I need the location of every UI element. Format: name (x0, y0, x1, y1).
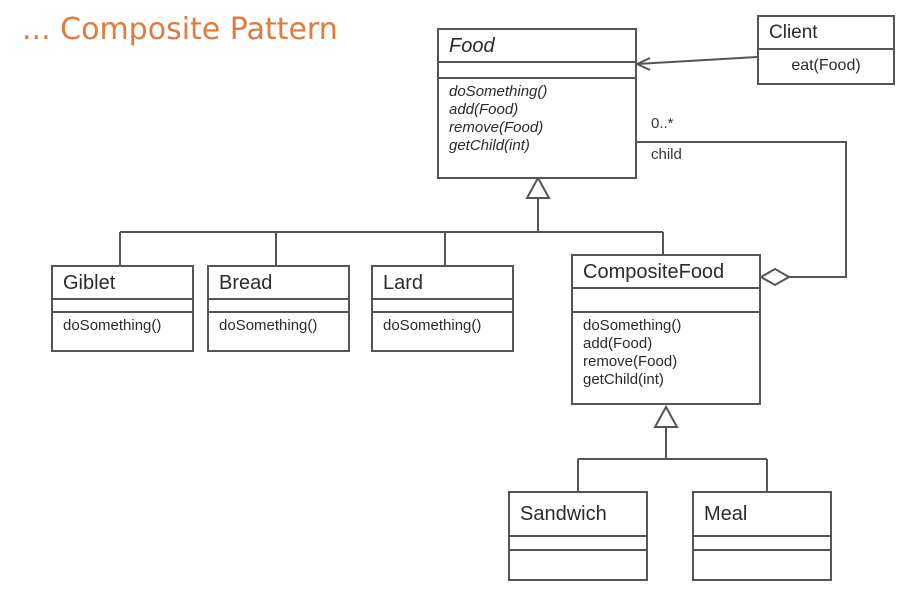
food-generalization-triangle (525, 175, 551, 199)
class-name: Food (439, 30, 635, 63)
attributes-compartment (694, 537, 830, 551)
operation: doSomething() (583, 317, 682, 334)
operation: add(Food) (583, 335, 653, 352)
class-composite-food: CompositeFood doSomething() add(Food) re… (571, 254, 761, 405)
operations-compartment: doSomething() (53, 313, 192, 350)
attributes-compartment (439, 63, 635, 79)
operation: doSomething() (383, 317, 482, 334)
operation: eat(Food) (791, 57, 861, 74)
class-client: Client eat(Food) (757, 15, 895, 85)
attributes-compartment (373, 300, 512, 313)
class-sandwich: Sandwich (508, 491, 648, 581)
operations-compartment (694, 551, 830, 579)
operation: getChild(int) (583, 371, 664, 388)
client-food-link (636, 56, 758, 65)
attributes-compartment (510, 537, 646, 551)
operations-compartment: doSomething() (373, 313, 512, 350)
class-name: Bread (209, 267, 348, 300)
class-name: CompositeFood (573, 256, 759, 289)
operation: doSomething() (449, 83, 548, 100)
class-bread: Bread doSomething() (207, 265, 350, 352)
operations-compartment: doSomething() (209, 313, 348, 350)
operation: remove(Food) (583, 353, 678, 370)
operations-compartment: doSomething() add(Food) remove(Food) get… (439, 79, 635, 177)
aggregation-diamond (758, 267, 792, 287)
slide-title: ... Composite Pattern (22, 12, 338, 47)
association-multiplicity: 0..* (651, 115, 674, 132)
operation: doSomething() (219, 317, 318, 334)
attributes-compartment (53, 300, 192, 313)
aggregation-line (636, 141, 847, 278)
operation: add(Food) (449, 101, 519, 118)
class-lard: Lard doSomething() (371, 265, 514, 352)
association-role: child (651, 146, 682, 163)
operation: doSomething() (63, 317, 162, 334)
class-name: Lard (373, 267, 512, 300)
composite-generalization-triangle (653, 404, 679, 428)
class-name: Giblet (53, 267, 192, 300)
class-name: Meal (694, 493, 830, 537)
class-meal: Meal (692, 491, 832, 581)
operations-compartment (510, 551, 646, 579)
class-food: Food doSomething() add(Food) remove(Food… (437, 28, 637, 179)
class-name: Sandwich (510, 493, 646, 537)
operations-compartment: doSomething() add(Food) remove(Food) get… (573, 313, 759, 403)
client-food-arrowhead (634, 57, 651, 71)
operation: getChild(int) (449, 137, 530, 154)
attributes-compartment (573, 289, 759, 313)
operation: remove(Food) (449, 119, 544, 136)
operations-compartment: eat(Food) (759, 50, 893, 83)
class-giblet: Giblet doSomething() (51, 265, 194, 352)
class-name: Client (759, 17, 893, 50)
attributes-compartment (209, 300, 348, 313)
